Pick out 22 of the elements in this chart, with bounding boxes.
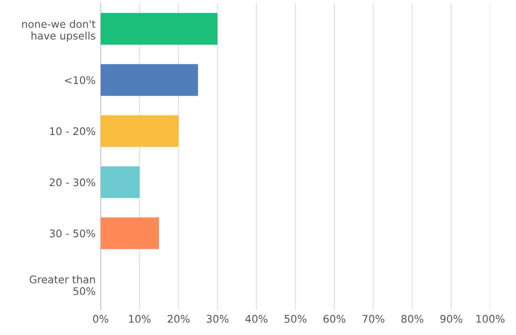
- bar: [100, 217, 160, 250]
- x-tick-label: 60%: [324, 314, 346, 323]
- x-tick-label: 50%: [284, 314, 306, 323]
- y-tick-label: Greater than 50%: [30, 275, 96, 296]
- x-tick-label: 40%: [245, 314, 268, 323]
- bar: [100, 64, 198, 96]
- x-tick-label: 100%: [476, 314, 505, 323]
- y-tick-label: 10 - 20%: [50, 127, 96, 136]
- x-tick-label: 0%: [93, 314, 108, 323]
- x-tick-label: 30%: [206, 314, 228, 323]
- bar: [100, 115, 179, 147]
- x-tick-label: 80%: [401, 314, 424, 323]
- bar: [100, 166, 140, 198]
- x-tick-label: 70%: [362, 314, 384, 323]
- x-tick-label: 20%: [168, 314, 190, 323]
- x-tick-label: 90%: [440, 314, 462, 323]
- x-tick-label: 10%: [129, 314, 151, 323]
- y-tick-label: none-we don't have upsells: [22, 20, 96, 42]
- y-tick-label: <10%: [64, 76, 96, 84]
- y-tick-label: 30 - 50%: [50, 229, 96, 238]
- y-tick-label: 20 - 30%: [50, 178, 96, 186]
- bar: [100, 13, 218, 45]
